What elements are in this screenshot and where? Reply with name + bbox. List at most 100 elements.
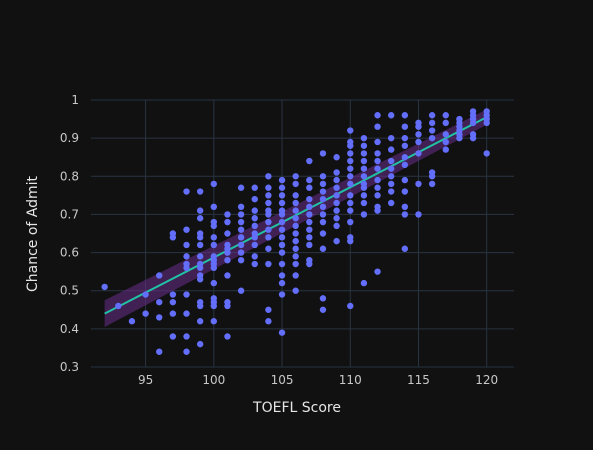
scatter-point bbox=[320, 150, 326, 156]
scatter-point bbox=[333, 185, 339, 191]
scatter-point bbox=[224, 333, 230, 339]
scatter-point bbox=[402, 204, 408, 210]
scatter-point bbox=[183, 291, 189, 297]
scatter-point bbox=[402, 112, 408, 118]
scatter-point bbox=[320, 173, 326, 179]
scatter-point bbox=[252, 196, 258, 202]
x-tick-label: 95 bbox=[138, 373, 153, 387]
scatter-point bbox=[238, 226, 244, 232]
scatter-point bbox=[252, 253, 258, 259]
scatter-point bbox=[211, 242, 217, 248]
scatter-point bbox=[211, 318, 217, 324]
scatter-point bbox=[224, 303, 230, 309]
x-axis-title: TOEFL Score bbox=[252, 400, 341, 416]
scatter-point bbox=[347, 200, 353, 206]
scatter-point bbox=[374, 268, 380, 274]
scatter-point bbox=[279, 280, 285, 286]
scatter-point bbox=[224, 257, 230, 263]
scatter-point bbox=[402, 143, 408, 149]
scatter-point bbox=[415, 181, 421, 187]
scatter-point bbox=[374, 124, 380, 130]
scatter-point bbox=[374, 207, 380, 213]
scatter-point bbox=[415, 150, 421, 156]
scatter-point bbox=[415, 131, 421, 137]
scatter-point bbox=[197, 253, 203, 259]
scatter-point bbox=[279, 192, 285, 198]
scatter-point bbox=[292, 173, 298, 179]
scatter-point bbox=[443, 112, 449, 118]
scatter-point bbox=[279, 211, 285, 217]
scatter-point bbox=[402, 162, 408, 168]
scatter-point bbox=[429, 181, 435, 187]
scatter-point bbox=[183, 310, 189, 316]
scatter-point bbox=[333, 169, 339, 175]
scatter-point bbox=[238, 249, 244, 255]
scatter-point bbox=[238, 211, 244, 217]
scatter-point bbox=[306, 261, 312, 267]
scatter-point bbox=[429, 135, 435, 141]
scatter-point bbox=[347, 207, 353, 213]
scatter-point bbox=[279, 185, 285, 191]
scatter-point bbox=[142, 310, 148, 316]
scatter-point bbox=[183, 265, 189, 271]
scatter-point bbox=[183, 226, 189, 232]
scatter-point bbox=[252, 185, 258, 191]
scatter-point bbox=[129, 318, 135, 324]
scatter-point bbox=[456, 135, 462, 141]
scatter-point bbox=[279, 272, 285, 278]
scatter-point bbox=[347, 181, 353, 187]
scatter-point bbox=[374, 185, 380, 191]
scatter-point bbox=[279, 234, 285, 240]
scatter-point bbox=[211, 265, 217, 271]
scatter-point bbox=[156, 272, 162, 278]
scatter-point bbox=[388, 173, 394, 179]
scatter-point bbox=[347, 173, 353, 179]
scatter-point bbox=[374, 112, 380, 118]
scatter-point bbox=[388, 165, 394, 171]
scatter-point bbox=[361, 192, 367, 198]
scatter-point bbox=[238, 288, 244, 294]
scatter-point bbox=[170, 310, 176, 316]
scatter-point bbox=[374, 192, 380, 198]
scatter-point bbox=[347, 238, 353, 244]
scatter-point bbox=[306, 185, 312, 191]
scatter-point bbox=[238, 204, 244, 210]
x-tick-label: 110 bbox=[339, 373, 362, 387]
scatter-point bbox=[211, 181, 217, 187]
scatter-point bbox=[211, 223, 217, 229]
scatter-point bbox=[374, 158, 380, 164]
scatter-point bbox=[347, 219, 353, 225]
scatter-point bbox=[170, 291, 176, 297]
scatter-point bbox=[347, 127, 353, 133]
scatter-point bbox=[292, 223, 298, 229]
scatter-point bbox=[170, 234, 176, 240]
scatter-point bbox=[265, 318, 271, 324]
scatter-point bbox=[142, 291, 148, 297]
scatter-point bbox=[443, 139, 449, 145]
scatter-point bbox=[265, 211, 271, 217]
scatter-point bbox=[252, 207, 258, 213]
scatter-point bbox=[333, 215, 339, 221]
scatter-point bbox=[224, 219, 230, 225]
scatter-point bbox=[402, 211, 408, 217]
scatter-point bbox=[402, 124, 408, 130]
scatter-point bbox=[388, 188, 394, 194]
scatter-point bbox=[156, 349, 162, 355]
scatter-point bbox=[320, 230, 326, 236]
scatter-point bbox=[279, 177, 285, 183]
scatter-point bbox=[333, 207, 339, 213]
scatter-point bbox=[115, 303, 121, 309]
scatter-point bbox=[211, 280, 217, 286]
scatter-point bbox=[292, 253, 298, 259]
scatter-point bbox=[197, 318, 203, 324]
scatter-point bbox=[265, 307, 271, 313]
scatter-point bbox=[292, 272, 298, 278]
scatter-point bbox=[252, 261, 258, 267]
scatter-point bbox=[292, 181, 298, 187]
scatter-point bbox=[347, 158, 353, 164]
scatter-point bbox=[306, 242, 312, 248]
scatter-point bbox=[224, 249, 230, 255]
scatter-point bbox=[265, 192, 271, 198]
scatter-point bbox=[265, 173, 271, 179]
